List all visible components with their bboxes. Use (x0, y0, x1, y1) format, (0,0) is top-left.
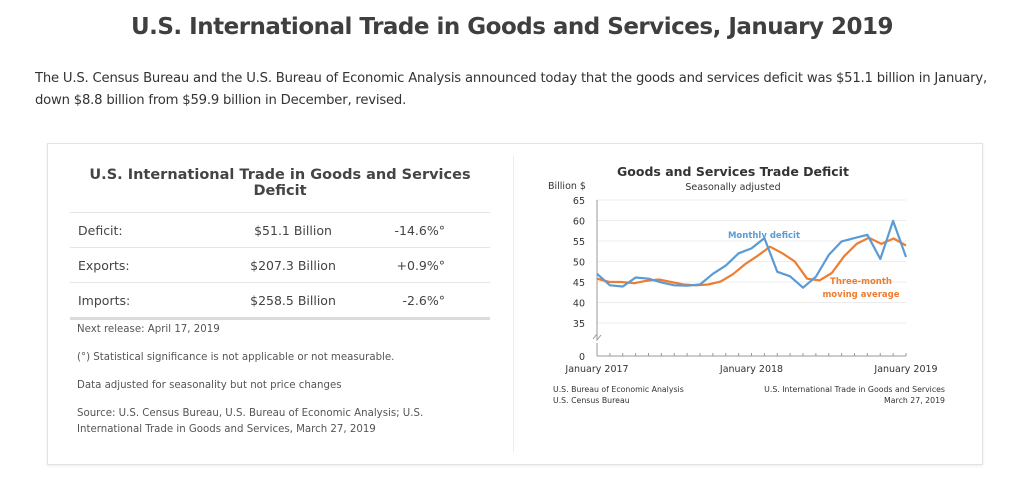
moving-average-label-line2: moving average (822, 290, 899, 300)
x-tick-label: January 2018 (719, 364, 783, 375)
chart-title: Goods and Services Trade Deficit (617, 164, 849, 179)
row-change: +0.9%° (396, 257, 445, 273)
table-row-imports: Imports: $258.5 Billion -2.6%° (70, 283, 490, 320)
row-change: -14.6%° (394, 222, 445, 238)
significance-note: (°) Statistical significance is not appl… (77, 352, 395, 363)
y-tick-label: 35 (573, 319, 585, 330)
y-tick-label: 0 (579, 352, 585, 363)
y-tick-label: 40 (573, 299, 585, 310)
row-change: -2.6%° (402, 292, 445, 308)
row-label: Imports: (78, 292, 131, 308)
trade-deficit-chart: Goods and Services Trade Deficit Seasona… (548, 164, 945, 405)
row-value: $258.5 Billion (250, 292, 336, 308)
table-row-deficit: Deficit: $51.1 Billion -14.6%° (70, 213, 490, 248)
summary-table-title: U.S. International Trade in Goods and Se… (89, 167, 471, 199)
monthly-deficit-line (596, 219, 908, 289)
y-tick-label: 65 (573, 196, 585, 207)
footer-source-right: March 27, 2019 (884, 396, 945, 405)
summary-card (47, 143, 983, 465)
row-value: $207.3 Billion (250, 257, 336, 273)
chart-subtitle: Seasonally adjusted (685, 182, 780, 193)
moving-average-line (596, 236, 907, 287)
table-notes: Next release: April 17, 2019 (°) Statist… (77, 322, 477, 450)
x-tick-label: January 2019 (873, 364, 937, 375)
summary-table: Deficit: $51.1 Billion -14.6%° Exports: … (70, 212, 490, 320)
next-release-note: Next release: April 17, 2019 (77, 324, 220, 335)
y-tick-label: 55 (573, 237, 585, 248)
row-label: Deficit: (78, 222, 123, 238)
y-axis-label: Billion $ (548, 181, 586, 192)
y-tick-label: 50 (573, 258, 585, 269)
footer-source-left: U.S. Census Bureau (553, 396, 630, 405)
seasonality-note: Data adjusted for seasonality but not pr… (77, 380, 342, 391)
y-tick-label: 45 (573, 278, 585, 289)
row-value: $51.1 Billion (254, 222, 332, 238)
monthly-deficit-label: Monthly deficit (728, 231, 800, 241)
row-label: Exports: (78, 257, 130, 273)
footer-source-right: U.S. International Trade in Goods and Se… (764, 385, 945, 394)
table-row-exports: Exports: $207.3 Billion +0.9%° (70, 248, 490, 283)
moving-average-label-line1: Three-month (830, 277, 892, 287)
axis-break-icon (592, 332, 602, 342)
footer-source-left: U.S. Bureau of Economic Analysis (553, 385, 684, 394)
x-tick-label: January 2017 (564, 364, 628, 375)
page-title: U.S. International Trade in Goods and Se… (130, 14, 894, 40)
source-note: Source: U.S. Census Bureau, U.S. Bureau … (77, 408, 424, 435)
intro-paragraph: The U.S. Census Bureau and the U.S. Bure… (35, 71, 987, 108)
card-divider (513, 156, 514, 452)
y-tick-label: 60 (573, 217, 585, 228)
